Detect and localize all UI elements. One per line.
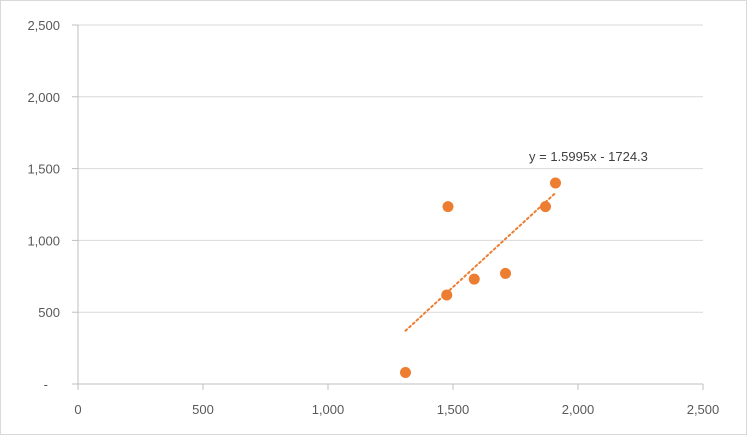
gridlines [78, 24, 703, 313]
x-tick-label: 1,500 [437, 402, 470, 417]
x-tick-label: 500 [192, 402, 214, 417]
x-tick-label: 2,000 [562, 402, 595, 417]
data-point [400, 367, 411, 379]
x-tick-label: 0 [74, 402, 81, 417]
axes [72, 24, 704, 390]
x-tick-label: 1,000 [312, 402, 345, 417]
data-point [500, 267, 511, 279]
data-point [540, 201, 551, 213]
y-tick-label: 500 [38, 305, 60, 320]
y-tick-label: 2,500 [27, 18, 60, 33]
trendline-layer [404, 191, 557, 332]
y-tick-label: 1,500 [27, 162, 60, 177]
data-point [550, 177, 561, 189]
y-tick-label: 1,000 [27, 233, 60, 248]
trendline [404, 191, 557, 332]
tick-labels: 0 500 1,000 1,500 2,000 2,500 - 500 1,000 1,500 2,… [27, 18, 719, 417]
trendline-equation-label: y = 1.5995x - 1724.3 [529, 149, 648, 164]
y-tick-label: 2,000 [27, 90, 60, 105]
data-point [442, 201, 454, 213]
data-points [400, 177, 561, 379]
data-point [441, 289, 453, 301]
x-tick-label: 2,500 [687, 402, 720, 417]
y-tick-label: - [44, 377, 48, 392]
data-point [468, 273, 480, 285]
